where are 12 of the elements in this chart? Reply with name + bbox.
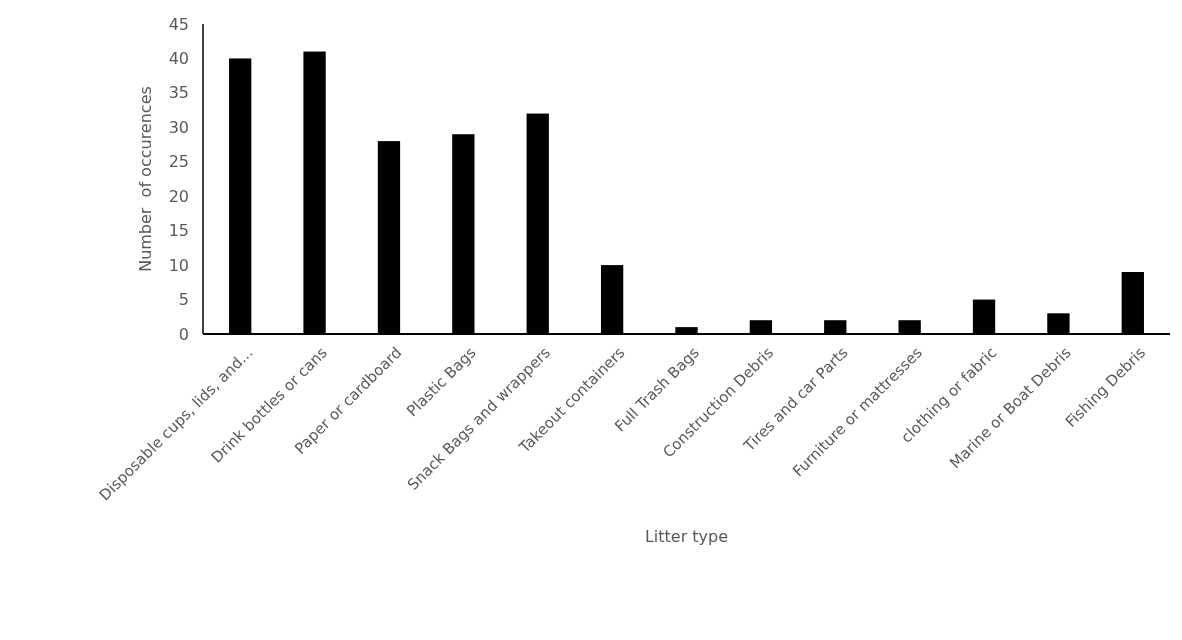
y-tick-label: 20 <box>168 186 189 206</box>
y-tick-label: 45 <box>168 14 189 34</box>
y-tick-label: 35 <box>168 83 189 103</box>
y-tick-label: 15 <box>168 221 189 241</box>
y-tick-label: 5 <box>178 290 189 310</box>
x-axis-title: Litter type <box>644 527 729 547</box>
y-axis-title: Number of occurences <box>136 86 155 272</box>
y-tick-label: 40 <box>168 49 189 69</box>
y-tick-label: 10 <box>168 255 189 275</box>
y-tick-label: 0 <box>178 324 189 344</box>
y-tick-label: 25 <box>168 152 189 172</box>
y-tick-label: 30 <box>168 117 189 137</box>
